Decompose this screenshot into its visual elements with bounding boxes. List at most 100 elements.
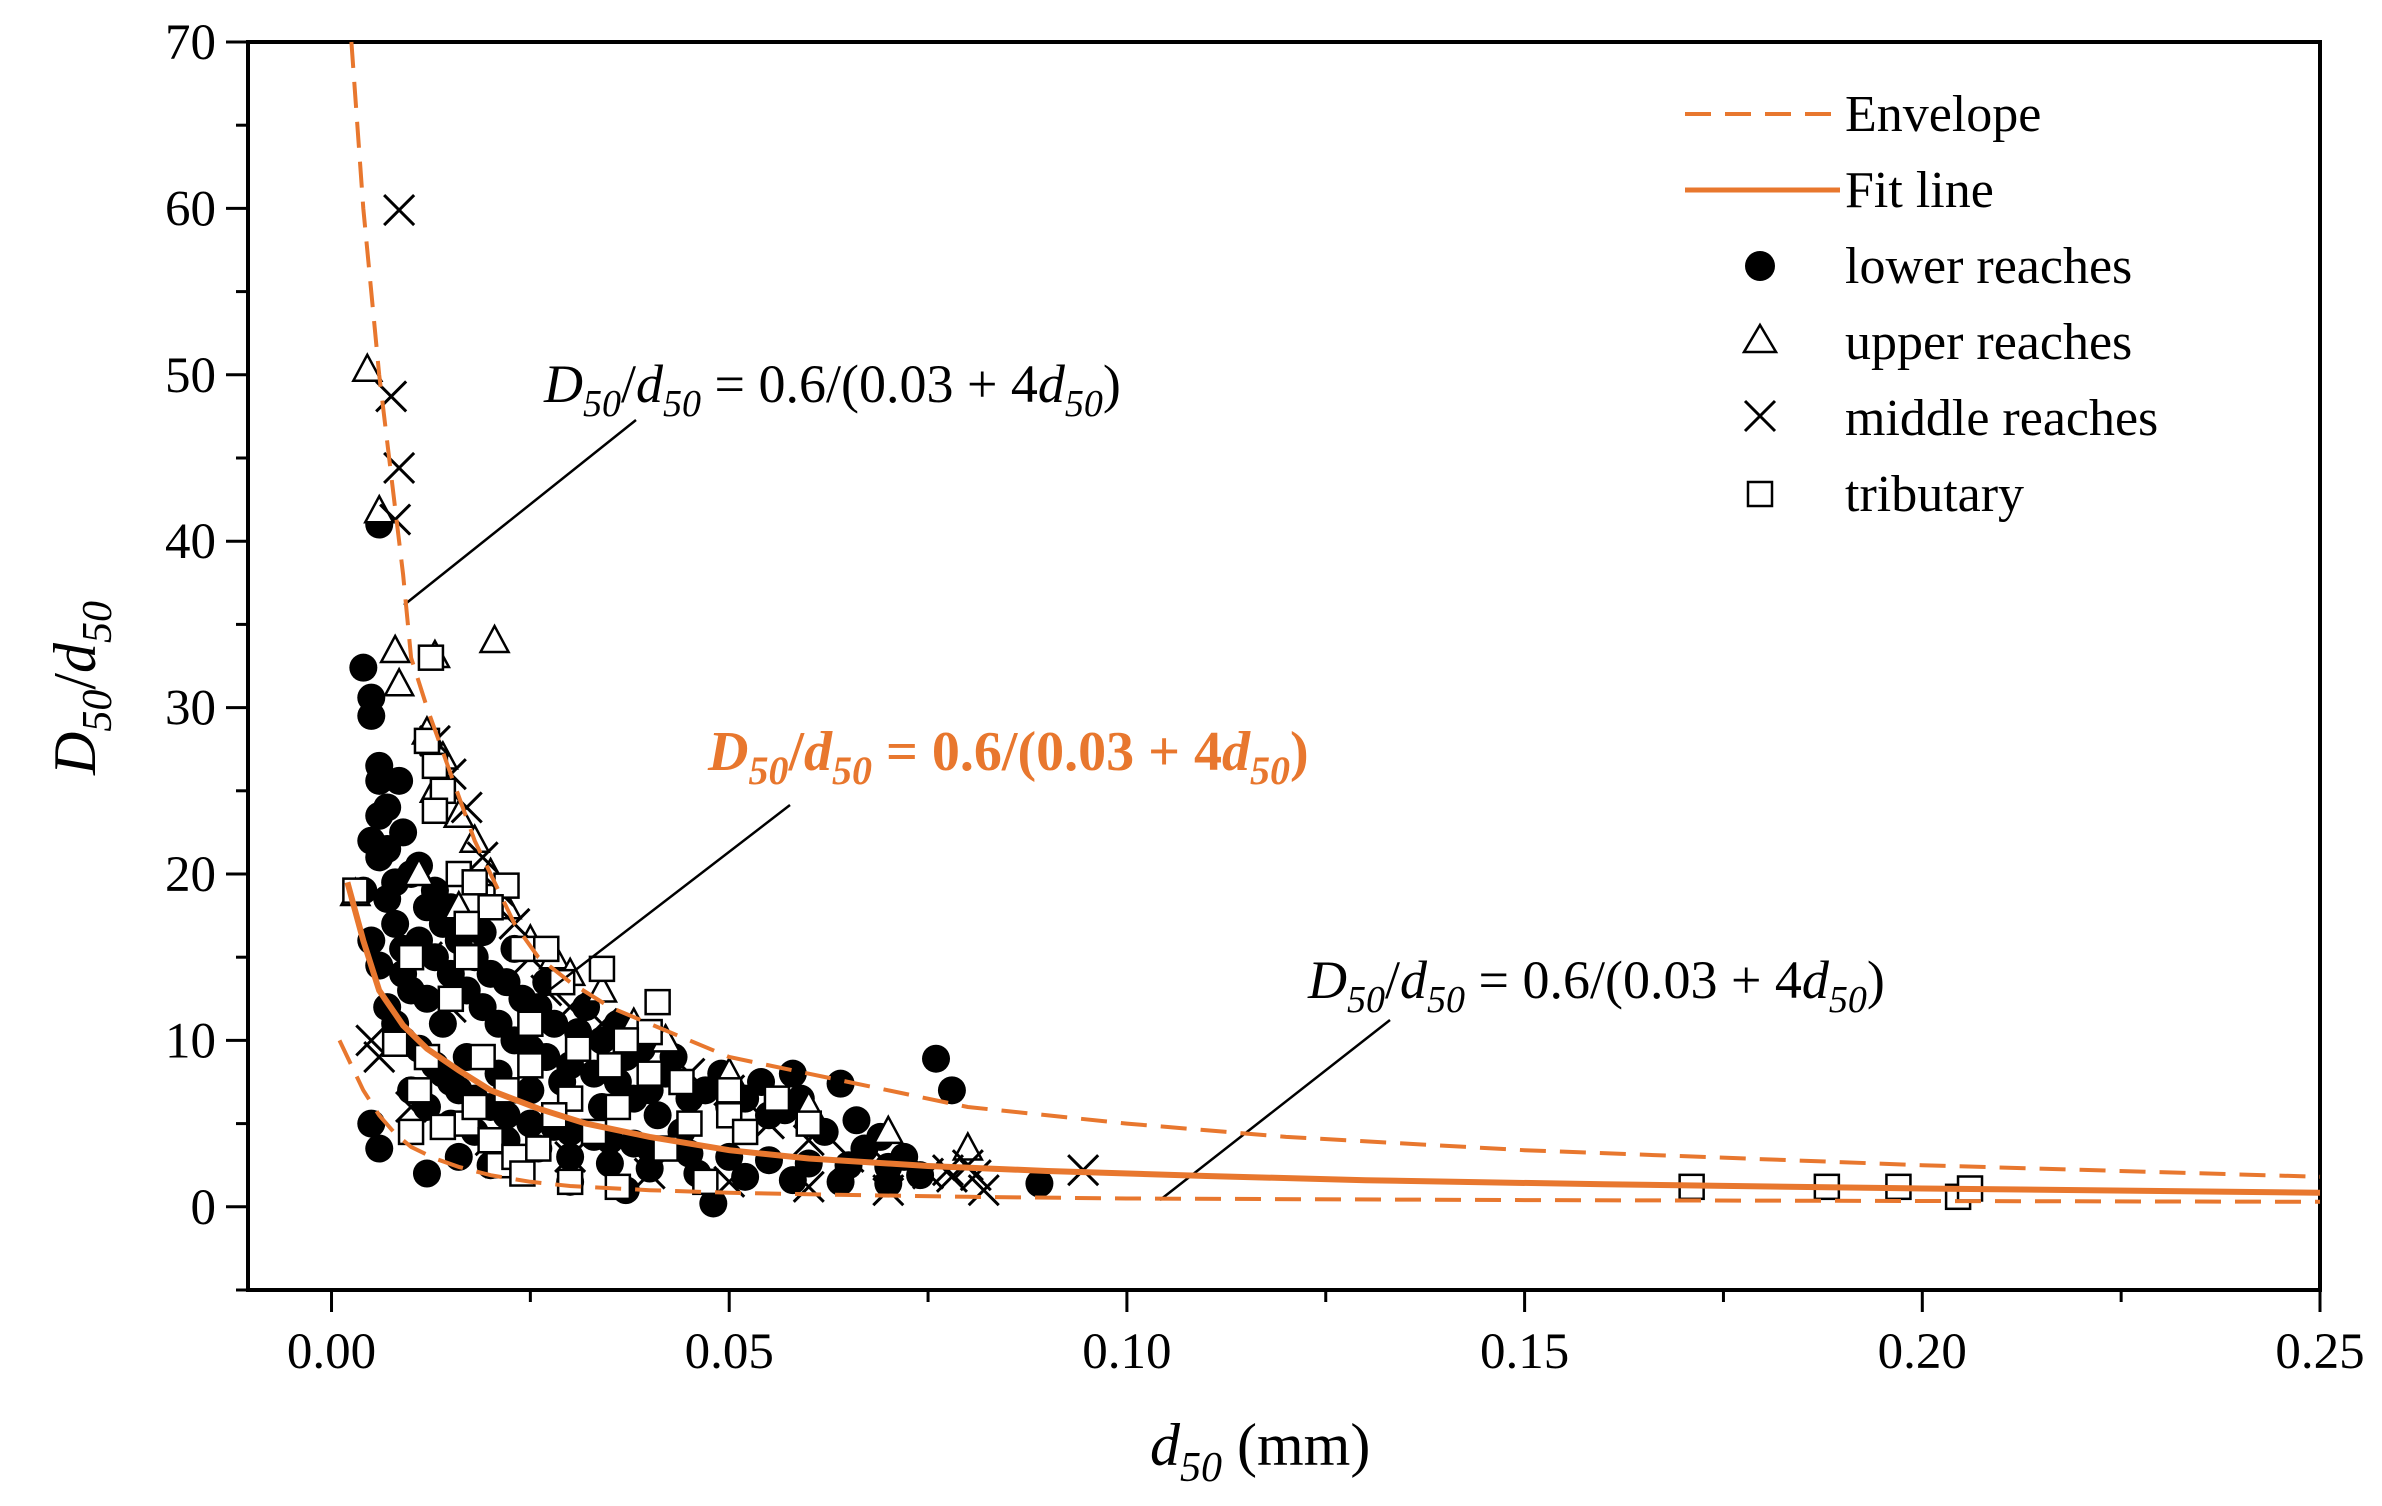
lower-reaches-point [699,1189,728,1218]
x-axis-label-sub: 50 [1180,1445,1222,1491]
tributary-point [715,1102,743,1129]
upper-equation-leader [403,419,637,606]
lower-reaches-point [937,1076,966,1105]
middle-reaches-point [355,1024,388,1057]
tributary-point [612,1027,640,1054]
legend-middle-reaches-label: middle reaches [1845,390,2158,447]
upper-reaches-point [379,633,412,664]
tributary-point [461,1093,488,1121]
tributary-point [493,872,520,899]
middle-reaches-point [792,1170,825,1203]
eq2-sub1: 50 [748,748,788,793]
tributary-point [763,1085,791,1112]
y-axis-label-d: d [42,642,108,673]
lower-reaches-point [412,1159,441,1188]
eq2-sub3: 50 [1250,748,1290,793]
tributary-point [461,869,488,896]
eq1-d: d [636,354,664,414]
upper-reaches-point [351,352,384,383]
middle-reaches-point [383,194,416,227]
tributary-point [795,1110,823,1137]
tributary-point [636,1060,663,1087]
tributary-point [469,1043,496,1071]
eq2-mid: = 0.6/(0.03 + 4 [872,721,1222,783]
fit-equation-leader [529,804,791,1006]
x-axis-label: d50 (mm) [1150,1412,1370,1491]
tributary-point [397,1118,425,1146]
y-tick-label: 30 [165,681,216,737]
tributary-point [644,988,671,1016]
middle-reaches-point [379,503,412,536]
lower-reaches-point [516,1076,545,1105]
eq3-d2: d [1802,950,1830,1010]
lower-equation-leader [1159,1019,1391,1201]
plot-frame [246,40,2322,1292]
upper-reaches-point [951,1130,984,1161]
middle-reaches-point [554,1140,587,1173]
lower-reaches-point [842,1106,871,1135]
middle-reaches-point [466,841,499,874]
eq1-sub3: 50 [1065,383,1103,425]
middle-reaches-point [450,791,483,824]
lower-reaches-point [595,1149,624,1178]
eq1-sub2: 50 [663,383,701,425]
y-tick-label: 20 [165,847,216,903]
lower-reaches-point [922,1044,951,1073]
y-axis-label: D50/d50 [42,601,121,776]
y-axis-label-D: D [42,732,108,776]
lower-reaches-point [357,1109,386,1138]
upper-reaches-point [402,856,436,887]
tributary-point [405,1077,433,1104]
tributary-point [477,894,504,921]
tributary-point [636,1018,663,1046]
lower-reaches-point [365,1134,394,1163]
eq2-slash: / [787,721,805,783]
x-axis-label-unit: (mm) [1222,1412,1370,1478]
x-tick-label: 0.15 [1480,1324,1569,1380]
eq2-d: d [804,721,833,783]
fit-line-curve [344,881,2321,1196]
lower-reaches-point [381,909,410,938]
legend-upper-reaches-label: upper reaches [1845,314,2132,371]
upper-reaches-point [363,493,396,524]
middle-reaches-point [931,1154,965,1187]
envelope-upper-curve [349,41,2321,1179]
tributary-point [381,1030,409,1057]
eq3-sub3: 50 [1829,979,1867,1021]
middle-reaches-point [585,1007,619,1040]
y-axis-label-sub2: 50 [75,601,121,643]
x-tick-label: 0.00 [287,1324,376,1380]
y-tick-label: 60 [165,181,216,237]
y-tick-label: 0 [191,1180,217,1236]
tributary-point [676,1110,703,1137]
legend-upper-reaches-marker [1741,322,1779,354]
x-tick-label: 0.05 [685,1324,774,1380]
fit-line-equation: D50/d50 = 0.6/(0.03 + 4d50) [707,721,1309,793]
upper-reaches-point [383,666,416,697]
tributary-point [509,1160,536,1187]
legend-tributary-marker [1746,480,1774,508]
eq1-mid: = 0.6/(0.03 + 4 [701,354,1038,414]
x-axis-label-main: d [1150,1412,1181,1478]
envelope-lower-curve [337,1039,2321,1204]
upper-envelope-equation: D50/d50 = 0.6/(0.03 + 4d50) [543,354,1121,425]
eq1-slash: / [621,354,636,414]
eq1-close: ) [1103,354,1121,414]
tributary-point [596,1052,624,1079]
legend: Envelope Fit line lower reaches upper re… [1685,86,2158,523]
tributary-point [525,1135,552,1162]
legend-middle-reaches-marker [1743,399,1777,433]
axis-ticks: 0.00 0.05 0.10 0.15 0.20 0.25 0 10 20 30 40 50 60 70 [165,15,2365,1380]
legend-envelope-label: Envelope [1845,86,2041,143]
lower-reaches-point [643,1101,672,1130]
eq3-mid: = 0.6/(0.03 + 4 [1465,950,1802,1010]
eq3-sub1: 50 [1347,979,1385,1021]
tributary-point [540,1102,568,1129]
legend-lower-reaches-label: lower reaches [1845,238,2132,295]
eq3-slash: / [1385,950,1400,1010]
tributary-point [556,1168,584,1196]
lower-reaches-point [389,818,418,847]
lower-reaches-point [385,766,414,795]
y-tick-label: 50 [165,348,216,404]
